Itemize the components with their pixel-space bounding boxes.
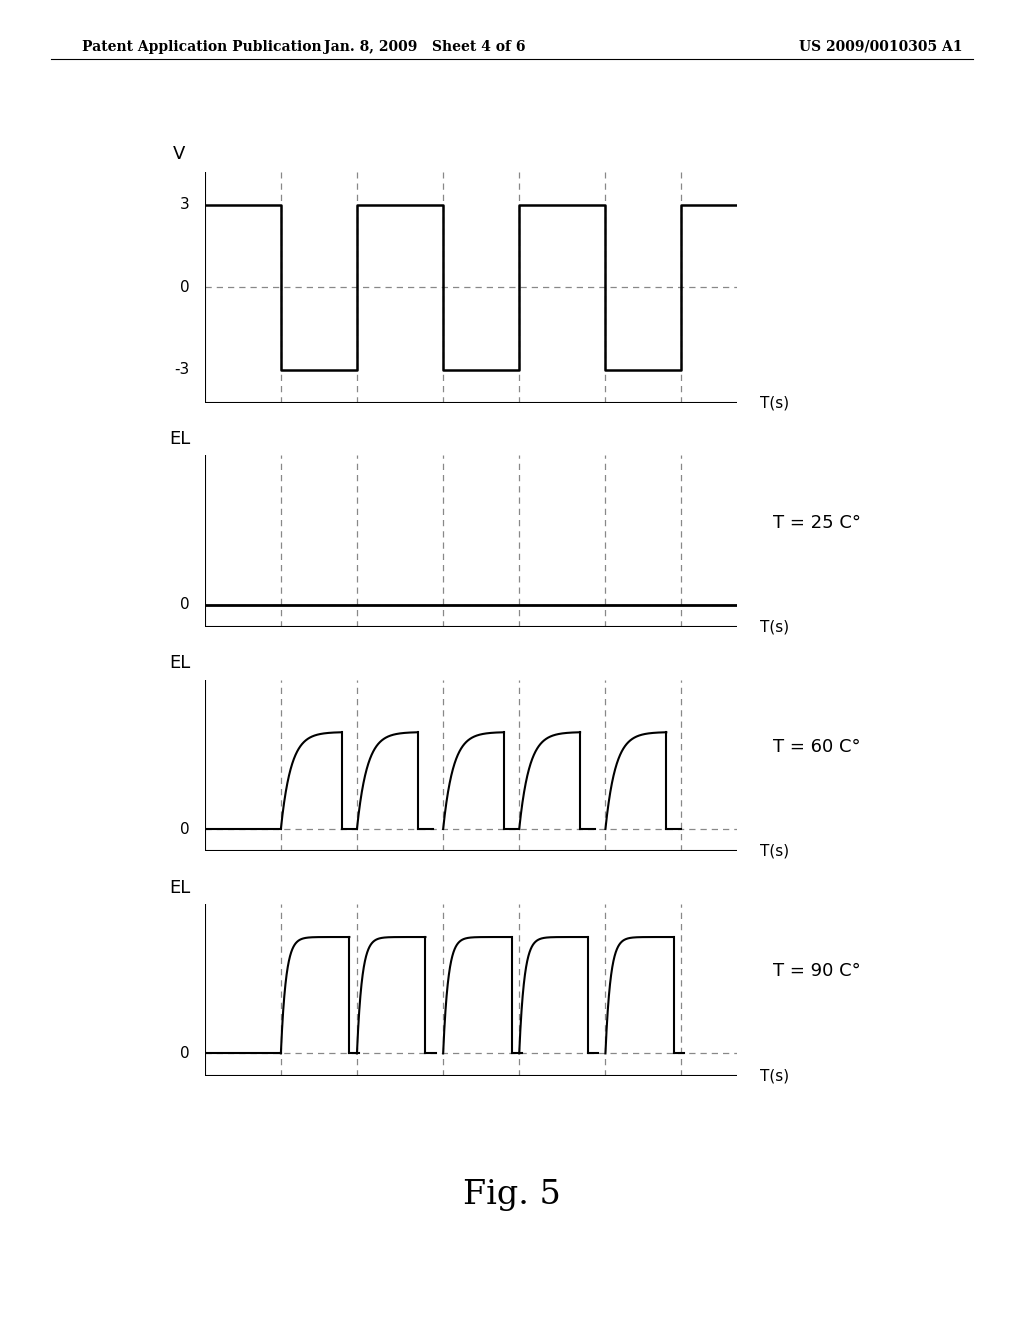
- Text: T(s): T(s): [760, 619, 790, 635]
- Text: V: V: [173, 145, 185, 164]
- Text: 0: 0: [180, 597, 189, 612]
- Text: EL: EL: [169, 430, 190, 447]
- Text: T = 25 C°: T = 25 C°: [773, 513, 861, 532]
- Text: 0: 0: [180, 280, 189, 294]
- Text: Jan. 8, 2009   Sheet 4 of 6: Jan. 8, 2009 Sheet 4 of 6: [325, 40, 525, 54]
- Text: EL: EL: [169, 655, 190, 672]
- Text: 3: 3: [180, 197, 189, 213]
- Text: T(s): T(s): [760, 395, 790, 411]
- Text: T = 90 C°: T = 90 C°: [773, 962, 860, 981]
- Text: Patent Application Publication: Patent Application Publication: [82, 40, 322, 54]
- Text: T = 60 C°: T = 60 C°: [773, 738, 860, 756]
- Text: -3: -3: [174, 362, 189, 378]
- Text: US 2009/0010305 A1: US 2009/0010305 A1: [799, 40, 963, 54]
- Text: T(s): T(s): [760, 1068, 790, 1084]
- Text: 0: 0: [180, 821, 189, 837]
- Text: T(s): T(s): [760, 843, 790, 859]
- Text: 0: 0: [180, 1045, 189, 1061]
- Text: EL: EL: [169, 879, 190, 896]
- Text: Fig. 5: Fig. 5: [463, 1179, 561, 1210]
